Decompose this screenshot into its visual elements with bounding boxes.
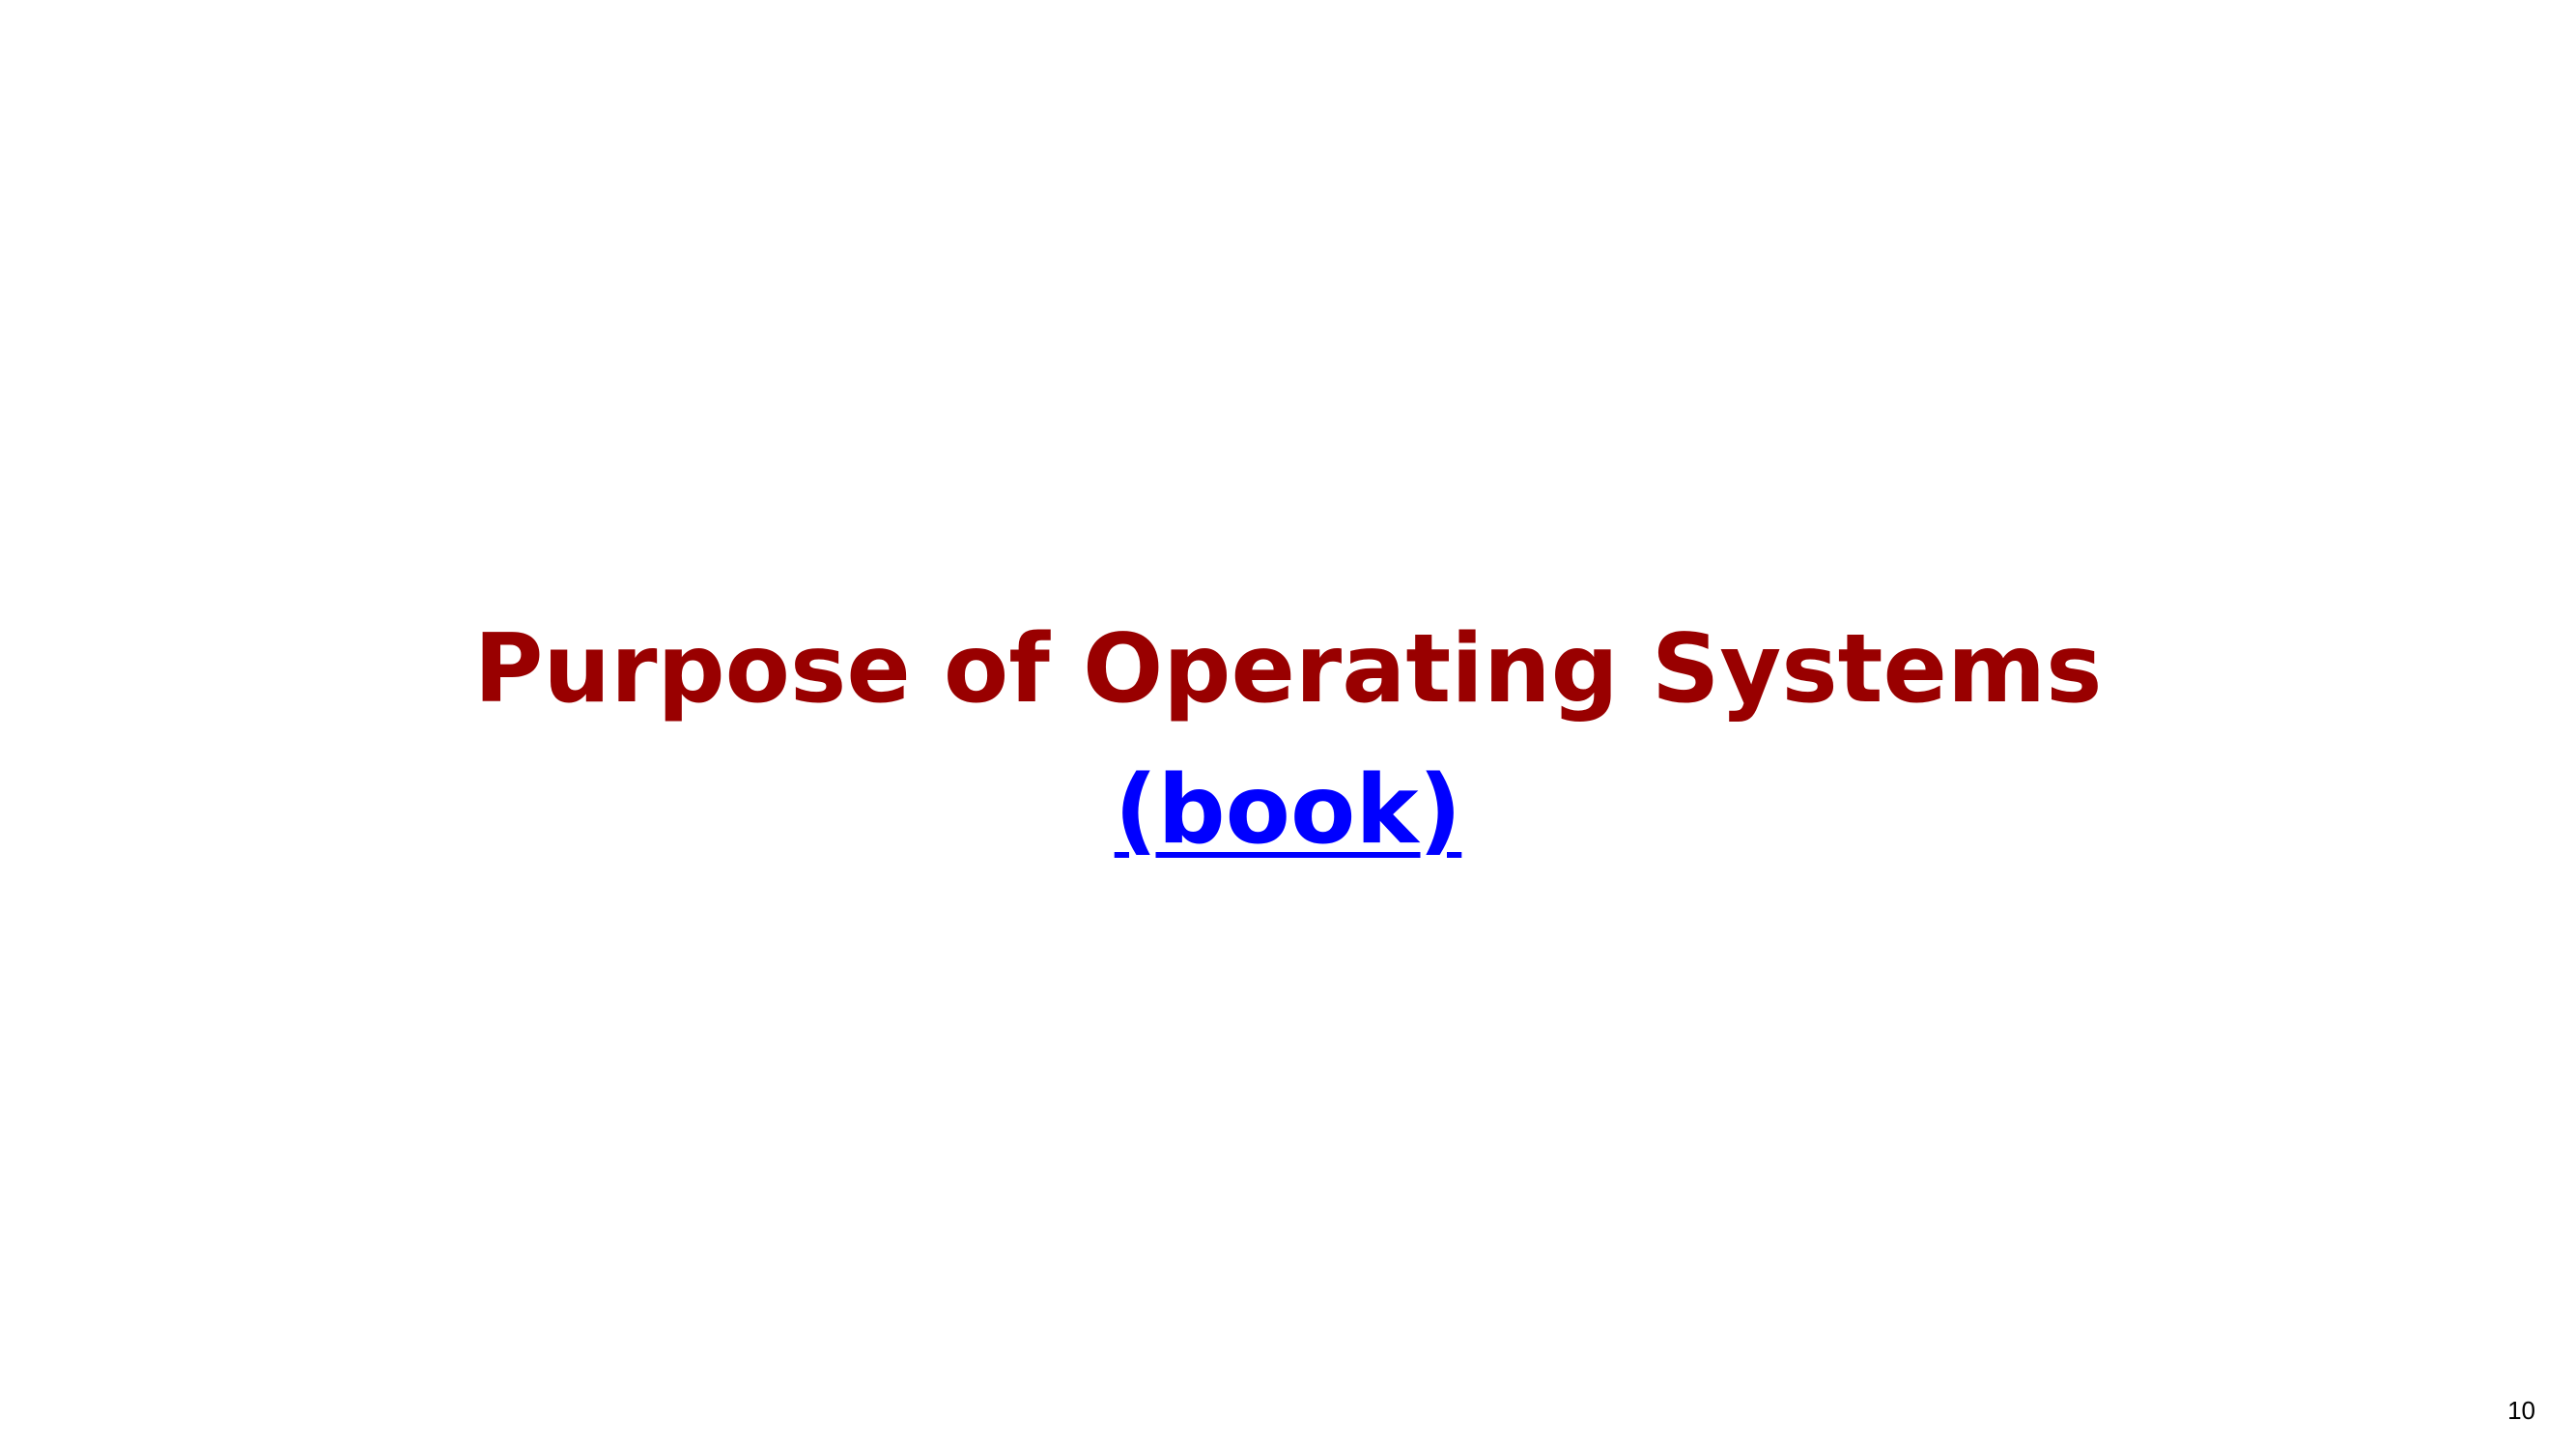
slide-number: 10 xyxy=(2507,1396,2535,1425)
slide-title: Purpose of Operating Systems xyxy=(473,614,2103,724)
book-link[interactable]: (book) xyxy=(1114,755,1462,866)
title-block: Purpose of Operating Systems (book) xyxy=(0,599,2576,881)
